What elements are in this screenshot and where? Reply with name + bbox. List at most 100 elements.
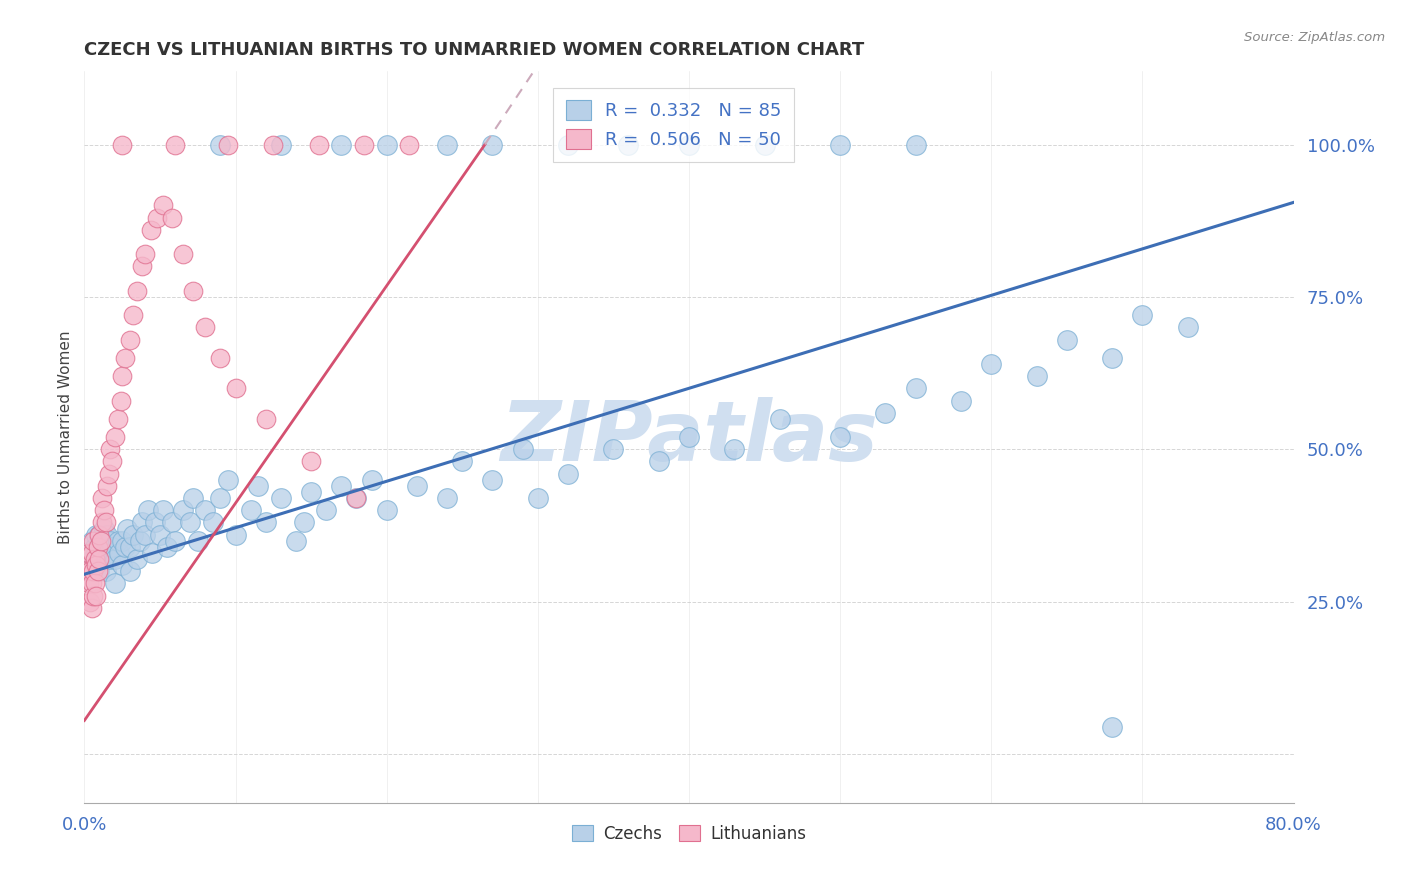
Point: [115, 521, 138, 535]
Text: Source: ZipAtlas.com: Source: ZipAtlas.com: [1244, 31, 1385, 45]
Point: [217, 473, 239, 487]
Point: [181, 491, 204, 505]
Point: [127, 552, 149, 566]
Point: [107, 533, 129, 548]
Point: [98, 552, 121, 566]
Point: [111, 533, 134, 548]
Point: [149, 527, 172, 541]
Point: [86, 527, 108, 541]
Point: [557, 137, 579, 152]
Point: [86, 558, 108, 573]
Point: [87, 558, 110, 573]
Point: [225, 381, 247, 395]
Point: [160, 516, 183, 530]
Point: [134, 527, 156, 541]
Point: [172, 503, 194, 517]
Point: [1101, 351, 1123, 365]
Point: [1056, 333, 1078, 347]
Point: [557, 467, 579, 481]
Point: [225, 527, 247, 541]
Point: [181, 284, 204, 298]
Point: [270, 491, 292, 505]
Point: [152, 503, 174, 517]
Point: [114, 351, 136, 365]
Point: [129, 533, 152, 548]
Point: [84, 564, 107, 578]
Point: [79, 564, 101, 578]
Point: [648, 454, 671, 468]
Point: [84, 540, 107, 554]
Point: [111, 137, 134, 152]
Point: [723, 442, 745, 457]
Legend: Czechs, Lithuanians: Czechs, Lithuanians: [565, 818, 813, 849]
Point: [111, 558, 134, 573]
Point: [91, 552, 114, 566]
Point: [375, 503, 398, 517]
Point: [398, 137, 420, 152]
Point: [239, 503, 262, 517]
Point: [80, 546, 103, 560]
Point: [299, 485, 322, 500]
Point: [118, 564, 141, 578]
Point: [308, 137, 330, 152]
Point: [136, 503, 159, 517]
Point: [89, 527, 111, 541]
Point: [89, 546, 111, 560]
Point: [91, 491, 114, 505]
Point: [270, 137, 292, 152]
Point: [156, 540, 179, 554]
Point: [247, 479, 270, 493]
Point: [90, 533, 112, 548]
Point: [194, 320, 217, 334]
Point: [121, 527, 143, 541]
Point: [87, 564, 110, 578]
Point: [93, 540, 115, 554]
Point: [950, 393, 973, 408]
Point: [86, 589, 108, 603]
Point: [299, 454, 322, 468]
Point: [104, 576, 127, 591]
Point: [107, 412, 129, 426]
Point: [131, 516, 153, 530]
Point: [76, 564, 98, 578]
Point: [512, 442, 534, 457]
Point: [172, 247, 194, 261]
Point: [118, 333, 141, 347]
Point: [104, 552, 127, 566]
Point: [80, 552, 103, 566]
Point: [209, 137, 232, 152]
Point: [80, 533, 103, 548]
Point: [98, 442, 121, 457]
Point: [187, 533, 209, 548]
Point: [146, 211, 169, 225]
Point: [292, 516, 315, 530]
Point: [179, 516, 201, 530]
Point: [131, 260, 153, 274]
Point: [84, 576, 107, 591]
Point: [353, 137, 375, 152]
Point: [80, 576, 103, 591]
Point: [160, 211, 183, 225]
Point: [1130, 308, 1153, 322]
Point: [285, 533, 308, 548]
Point: [100, 454, 122, 468]
Point: [217, 137, 239, 152]
Point: [617, 137, 640, 152]
Point: [134, 247, 156, 261]
Point: [141, 546, 163, 560]
Point: [77, 576, 100, 591]
Point: [82, 533, 104, 548]
Point: [89, 552, 111, 566]
Point: [330, 137, 353, 152]
Point: [89, 527, 111, 541]
Point: [82, 564, 104, 578]
Point: [127, 284, 149, 298]
Point: [527, 491, 550, 505]
Point: [79, 594, 101, 608]
Point: [360, 473, 382, 487]
Point: [904, 381, 927, 395]
Point: [209, 351, 232, 365]
Point: [152, 198, 174, 212]
Text: ZIPatlas: ZIPatlas: [501, 397, 877, 477]
Point: [87, 540, 110, 554]
